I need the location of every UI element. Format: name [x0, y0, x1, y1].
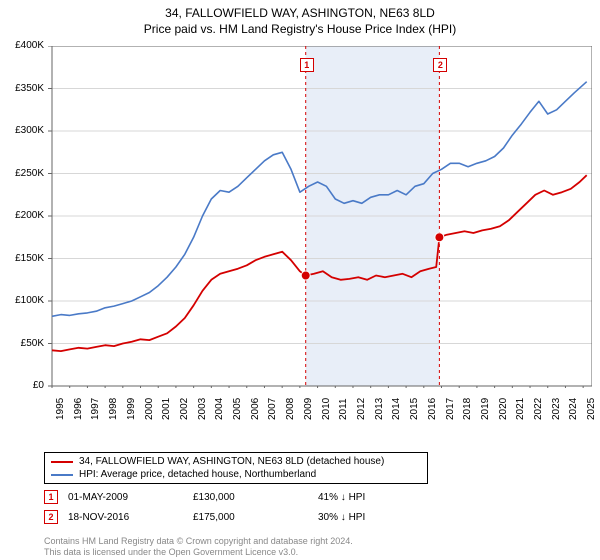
sale-marker-2: 2 — [44, 510, 58, 524]
legend-box: 34, FALLOWFIELD WAY, ASHINGTON, NE63 8LD… — [44, 452, 428, 484]
xtick-label: 2021 — [515, 398, 526, 420]
xtick-label: 2006 — [250, 398, 261, 420]
title-line2: Price paid vs. HM Land Registry's House … — [0, 20, 600, 36]
sale-price-1: £130,000 — [193, 492, 308, 503]
xtick-label: 2007 — [267, 398, 278, 420]
xtick-label: 2002 — [179, 398, 190, 420]
xtick-label: 2001 — [161, 398, 172, 420]
xtick-label: 2004 — [214, 398, 225, 420]
footer-line2: This data is licensed under the Open Gov… — [44, 547, 353, 558]
xtick-label: 2022 — [533, 398, 544, 420]
xtick-label: 2025 — [586, 398, 597, 420]
xtick-label: 1999 — [126, 398, 137, 420]
chart-area: £0£50K£100K£150K£200K£250K£300K£350K£400… — [8, 46, 592, 446]
xtick-label: 2017 — [445, 398, 456, 420]
footer-line1: Contains HM Land Registry data © Crown c… — [44, 536, 353, 547]
xtick-label: 1997 — [90, 398, 101, 420]
sale-delta-1: 41% ↓ HPI — [318, 492, 433, 503]
legend-item-hpi: HPI: Average price, detached house, Nort… — [51, 469, 421, 480]
xtick-label: 2010 — [321, 398, 332, 420]
legend-label-property: 34, FALLOWFIELD WAY, ASHINGTON, NE63 8LD… — [79, 456, 384, 467]
xtick-label: 2009 — [303, 398, 314, 420]
sale-delta-2: 30% ↓ HPI — [318, 512, 433, 523]
sale-row-1: 1 01-MAY-2009 £130,000 41% ↓ HPI — [44, 490, 584, 504]
xtick-label: 2012 — [356, 398, 367, 420]
xtick-label: 2019 — [480, 398, 491, 420]
xtick-label: 2018 — [462, 398, 473, 420]
xtick-label: 2023 — [551, 398, 562, 420]
xtick-label: 2005 — [232, 398, 243, 420]
title-line1: 34, FALLOWFIELD WAY, ASHINGTON, NE63 8LD — [0, 0, 600, 20]
xtick-label: 2014 — [391, 398, 402, 420]
xtick-label: 2024 — [568, 398, 579, 420]
sale-marker-1: 1 — [44, 490, 58, 504]
xtick-label: 2013 — [374, 398, 385, 420]
legend-and-sales: 34, FALLOWFIELD WAY, ASHINGTON, NE63 8LD… — [44, 452, 584, 524]
xtick-label: 2011 — [338, 398, 349, 420]
legend-label-hpi: HPI: Average price, detached house, Nort… — [79, 469, 316, 480]
footer: Contains HM Land Registry data © Crown c… — [44, 536, 353, 558]
xtick-label: 2015 — [409, 398, 420, 420]
legend-swatch-property — [51, 461, 73, 463]
page-root: 34, FALLOWFIELD WAY, ASHINGTON, NE63 8LD… — [0, 0, 600, 560]
sale-price-2: £175,000 — [193, 512, 308, 523]
legend-item-property: 34, FALLOWFIELD WAY, ASHINGTON, NE63 8LD… — [51, 456, 421, 467]
chart-marker-2: 2 — [433, 58, 447, 72]
sale-row-2: 2 18-NOV-2016 £175,000 30% ↓ HPI — [44, 510, 584, 524]
chart-marker-1: 1 — [300, 58, 314, 72]
sale-date-2: 18-NOV-2016 — [68, 512, 183, 523]
legend-swatch-hpi — [51, 474, 73, 476]
xtick-label: 2008 — [285, 398, 296, 420]
xtick-label: 1996 — [73, 398, 84, 420]
xtick-label: 2016 — [427, 398, 438, 420]
sale-date-1: 01-MAY-2009 — [68, 492, 183, 503]
line-chart-svg — [8, 46, 592, 388]
xtick-label: 1998 — [108, 398, 119, 420]
xtick-label: 2000 — [144, 398, 155, 420]
xtick-label: 2020 — [498, 398, 509, 420]
xtick-label: 2003 — [197, 398, 208, 420]
xtick-label: 1995 — [55, 398, 66, 420]
